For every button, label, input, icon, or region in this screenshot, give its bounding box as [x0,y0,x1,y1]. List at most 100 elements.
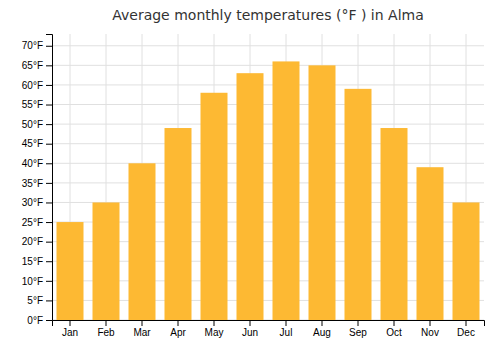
y-tick: 25°F [22,217,52,228]
x-tick-mark [250,320,251,326]
y-tick-label: 25°F [22,217,43,228]
y-tick-label: 65°F [22,60,43,71]
x-tick-label: Oct [386,327,402,338]
y-tick: 15°F [22,256,52,267]
x-tick: Jun [242,320,258,338]
y-tick: 0°F [27,315,52,326]
y-tick-mark [46,222,52,223]
x-tick: Nov [421,320,439,338]
y-grid-line [52,143,484,144]
y-tick-label: 15°F [22,256,43,267]
bar [201,93,228,320]
y-tick-label: 30°F [22,197,43,208]
x-tick-label: Feb [97,327,115,338]
x-axis: Jan Feb Mar Apr May Jun Jul Aug Sep Oct Nov Dec [53,320,485,338]
bar [381,128,408,320]
x-tick-label: Jul [280,327,293,338]
y-tick: 65°F [22,60,52,71]
x-tick-mark [322,320,323,326]
x-tick-label: Mar [133,327,151,338]
bar [57,222,84,320]
y-tick: 70°F [22,40,52,51]
y-tick: 60°F [22,80,52,91]
x-tick: Sep [349,320,367,338]
y-tick-label: 60°F [22,80,43,91]
x-tick-label: Jun [242,327,258,338]
y-tick-label: 70°F [22,40,43,51]
x-tick-mark [214,320,215,326]
bar [129,163,156,320]
x-tick-mark [466,320,467,326]
bar [165,128,192,320]
x-tick: Aug [313,320,331,338]
x-tick: Apr [170,320,186,338]
x-tick-mark [430,320,431,326]
y-tick-label: 5°F [27,295,43,306]
y-grid-line [52,163,484,164]
x-tick-label: Sep [349,327,367,338]
bars [57,61,480,320]
y-tick-mark [46,202,52,203]
y-axis: 0°F 5°F 10°F 15°F 20°F 25°F 30°F 35°F 40°F 45°F 50… [22,35,53,326]
bar [237,73,264,320]
y-tick-label: 45°F [22,138,43,149]
chart: 0°F 5°F 10°F 15°F 20°F 25°F 30°F 35°F 40°F 45°F 50… [0,0,500,350]
y-tick-mark [46,65,52,66]
bar [417,167,444,320]
y-tick-mark [46,183,52,184]
x-tick-mark [394,320,395,326]
y-tick-label: 50°F [22,119,43,130]
y-tick-label: 55°F [22,99,43,110]
y-tick-mark [46,85,52,86]
x-axis-line [53,321,485,327]
x-tick-label: Dec [457,327,475,338]
x-tick-mark [106,320,107,326]
x-tick-mark [178,320,179,326]
x-tick-mark [142,320,143,326]
title: Average monthly temperatures (°F ) in Al… [112,7,424,23]
y-tick: 40°F [22,158,52,169]
y-tick-label: 35°F [22,178,43,189]
x-tick-label: May [205,327,224,338]
y-tick-label: 0°F [27,315,43,326]
y-tick: 20°F [22,236,52,247]
y-tick-mark [46,320,52,321]
y-tick-mark [46,281,52,282]
x-tick: Mar [133,320,151,338]
y-tick-mark [46,105,52,106]
x-tick: May [205,320,224,338]
x-tick-mark [286,320,287,326]
x-tick: Oct [386,320,402,338]
y-tick-label: 20°F [22,236,43,247]
y-grid-line [52,45,484,46]
x-tick-label: Aug [313,327,331,338]
y-grid-line [52,84,484,85]
y-tick-mark [46,124,52,125]
y-axis-line [46,35,53,321]
y-tick: 5°F [27,295,52,306]
y-grid-line [52,104,484,105]
x-tick-label: Nov [421,327,439,338]
y-tick: 10°F [22,276,52,287]
y-tick: 55°F [22,99,52,110]
bar [273,61,300,320]
y-tick-label: 10°F [22,276,43,287]
x-tick-mark [358,320,359,326]
y-tick: 50°F [22,119,52,130]
y-tick-mark [46,300,52,301]
y-tick-label: 40°F [22,158,43,169]
plot: 0°F 5°F 10°F 15°F 20°F 25°F 30°F 35°F 40°F 45°F 50… [22,34,485,338]
y-tick: 35°F [22,178,52,189]
y-tick: 30°F [22,197,52,208]
y-tick: 45°F [22,138,52,149]
x-tick: Feb [97,320,115,338]
x-tick: Jan [62,320,78,338]
bar [93,202,120,320]
y-tick-mark [46,163,52,164]
bar [453,202,480,320]
y-grid-line [52,65,484,66]
x-tick-label: Jan [62,327,78,338]
y-tick-mark [46,261,52,262]
y-tick-mark [46,242,52,243]
grid [52,34,484,320]
